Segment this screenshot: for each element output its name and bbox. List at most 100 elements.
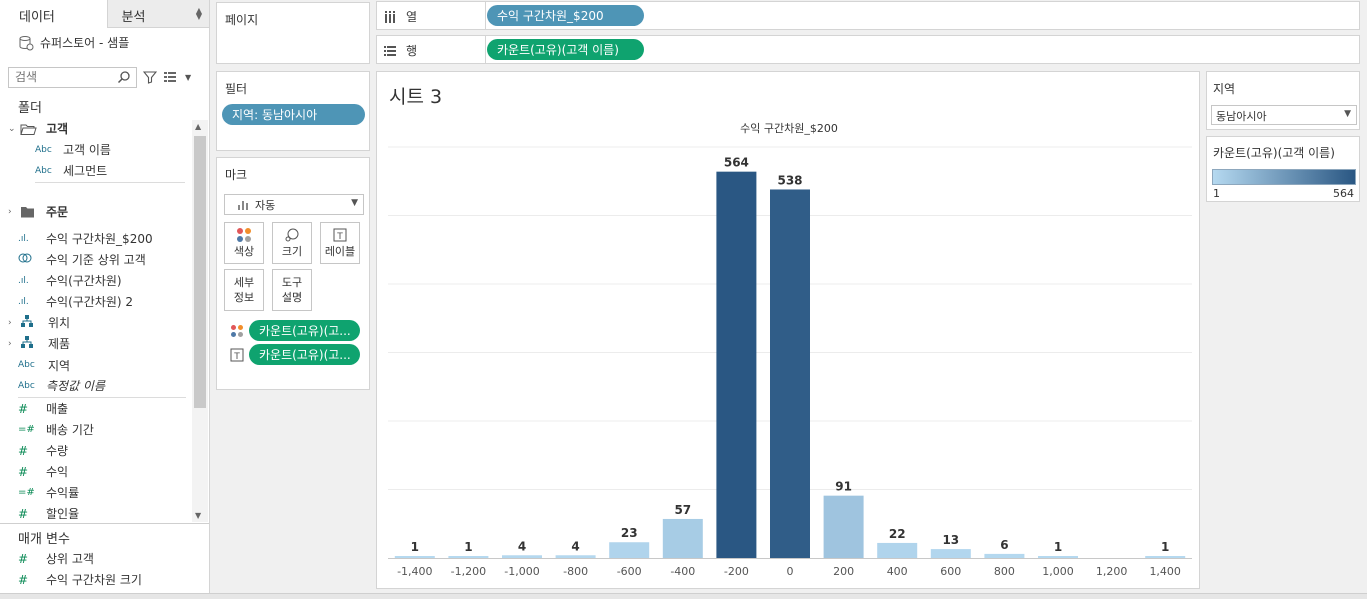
filter-pill-region[interactable]: 지역: 동남아시아 <box>222 104 365 125</box>
color-icon <box>237 228 251 242</box>
field-measure-names[interactable]: Abc 측정값 이름 <box>18 375 105 396</box>
tooltip-button[interactable]: 도구 설명 <box>272 269 312 311</box>
mark-pill-color[interactable]: 카운트(고유)(고... <box>249 320 360 341</box>
x-tick-label: -600 <box>617 565 642 578</box>
param-profit-bin-size[interactable]: # 수익 구간차원 크기 <box>18 569 142 590</box>
bar[interactable] <box>555 555 596 558</box>
calc-number-icon: =# <box>18 487 35 498</box>
field-location[interactable]: › 위치 <box>8 312 70 333</box>
bar[interactable] <box>770 189 810 558</box>
bar[interactable] <box>930 549 971 558</box>
worksheet-view[interactable]: 시트 3 수익 구간차원_$200 1 -1,400 1 -1,200 4 -1,000 4… <box>376 71 1200 589</box>
bar[interactable] <box>823 495 864 558</box>
field-top-customers-set[interactable]: 수익 기준 상위 고객 <box>18 249 146 270</box>
chevron-down-icon[interactable]: ▼ <box>185 72 192 82</box>
field-segment[interactable]: Abc 세그먼트 <box>35 160 107 181</box>
tab-analysis-label: 분석 <box>121 10 146 25</box>
rows-shelf-label: 행 <box>384 42 417 59</box>
sheet-tabs-bar[interactable] <box>0 593 1367 599</box>
marks-card: 마크 자동 ▼ 색상 크기 T 레이블 세부 정보 도구 설명 카운트(고유)(… <box>216 157 370 390</box>
data-label: 22 <box>889 527 906 541</box>
detail-button[interactable]: 세부 정보 <box>224 269 264 311</box>
string-type-icon: Abc <box>18 359 35 370</box>
group-customer[interactable]: ⌄ 고객 <box>8 118 68 139</box>
field-profit[interactable]: # 수익 <box>18 461 68 482</box>
mark-type-select[interactable]: 자동 ▼ <box>224 194 364 215</box>
parameters-heading: 매개 변수 <box>18 532 70 547</box>
bar[interactable] <box>716 171 757 558</box>
field-region[interactable]: Abc 지역 <box>18 354 190 375</box>
bar[interactable] <box>502 555 542 558</box>
data-label: 13 <box>942 533 959 547</box>
scroll-thumb[interactable] <box>194 136 206 408</box>
pages-card[interactable]: 페이지 <box>216 2 370 64</box>
hierarchy-icon <box>20 315 48 330</box>
scroll-up-icon[interactable]: ▲ <box>195 122 202 131</box>
region-filter-card: 지역 동남아시아 ▼ <box>1206 71 1360 130</box>
tab-analysis[interactable]: 분석 ▲ ▼ <box>107 0 209 28</box>
data-label: 1 <box>464 540 472 554</box>
data-label: 23 <box>621 526 638 540</box>
color-button[interactable]: 색상 <box>224 222 264 264</box>
field-profit-ratio[interactable]: =# 수익률 <box>18 482 79 503</box>
field-label: 수익(구간차원) <box>46 274 122 288</box>
bar[interactable] <box>1145 556 1186 558</box>
bar[interactable] <box>609 542 650 558</box>
x-tick-label: 800 <box>994 565 1015 578</box>
columns-pill[interactable]: 수익 구간차원_$200 <box>487 5 644 26</box>
scroll-down-icon[interactable]: ▼ <box>195 511 202 520</box>
bar[interactable] <box>1038 556 1078 558</box>
field-sales[interactable]: # 매출 <box>18 398 68 419</box>
field-customer-name[interactable]: Abc 고객 이름 <box>35 139 111 160</box>
color-legend-max: 564 <box>1333 187 1354 200</box>
fields-scrollbar[interactable]: ▲ ▼ <box>192 120 208 522</box>
param-top-customers[interactable]: # 상위 고객 <box>18 548 94 569</box>
field-discount[interactable]: # 할인율 <box>18 503 79 524</box>
string-type-icon: Abc <box>18 380 35 391</box>
chevron-right-icon: › <box>8 206 12 217</box>
field-ship-days[interactable]: =# 배송 기간 <box>18 419 94 440</box>
field-profit-bin-2[interactable]: .ıl. 수익(구간차원) 2 <box>18 291 133 312</box>
rows-shelf[interactable]: 행 카운트(고유)(고객 이름) <box>376 35 1360 64</box>
bar-chart[interactable]: 1 -1,400 1 -1,200 4 -1,000 4 -800 23 -600 57 -400 56… <box>377 72 1201 590</box>
datasource-item[interactable]: 슈퍼스토어 - 샘플 <box>18 34 129 51</box>
number-type-icon: # <box>18 551 29 566</box>
bar[interactable] <box>877 542 918 558</box>
bar[interactable] <box>448 556 489 558</box>
size-button[interactable]: 크기 <box>272 222 312 264</box>
selected-field-highlight: 지역 <box>40 355 190 375</box>
columns-icon <box>385 10 395 23</box>
region-filter-select[interactable]: 동남아시아 ▼ <box>1211 105 1357 125</box>
data-label: 6 <box>1000 538 1008 552</box>
bar[interactable] <box>662 518 703 558</box>
chevron-down-icon: ⌄ <box>8 123 16 134</box>
search-input[interactable] <box>9 67 117 87</box>
field-quantity[interactable]: # 수량 <box>18 440 68 461</box>
data-label: 91 <box>835 480 852 494</box>
mark-pill-label[interactable]: 카운트(고유)(고... <box>249 344 360 365</box>
columns-shelf[interactable]: 열 수익 구간차원_$200 <box>376 1 1360 30</box>
field-product[interactable]: › 제품 <box>8 333 70 354</box>
tab-data-label: 데이터 <box>19 10 55 25</box>
field-profit-bin[interactable]: .ıl. 수익(구간차원) <box>18 270 122 291</box>
search-row: ▼ <box>8 66 204 88</box>
rows-pill[interactable]: 카운트(고유)(고객 이름) <box>487 39 644 60</box>
group-order[interactable]: › 주문 <box>8 201 68 222</box>
search-box[interactable] <box>8 66 137 88</box>
bar[interactable] <box>984 553 1025 558</box>
filters-card[interactable]: 필터 지역: 동남아시아 <box>216 71 370 151</box>
data-label: 1 <box>1054 540 1062 554</box>
view-options-icon[interactable] <box>163 70 179 84</box>
label-button[interactable]: T 레이블 <box>320 222 360 264</box>
number-type-icon: # <box>18 506 29 521</box>
bin-icon: .ıl. <box>18 233 29 244</box>
bar[interactable] <box>394 556 435 558</box>
filter-icon[interactable] <box>143 70 157 84</box>
label-encoding-icon: T <box>230 348 244 362</box>
field-profit-bin-200[interactable]: .ıl. 수익 구간차원_$200 <box>18 228 153 249</box>
tab-data[interactable]: 데이터 <box>0 0 108 28</box>
sheet-title: 시트 3 <box>389 86 443 108</box>
divider <box>485 36 486 63</box>
folders-heading: 폴더 <box>18 101 42 116</box>
